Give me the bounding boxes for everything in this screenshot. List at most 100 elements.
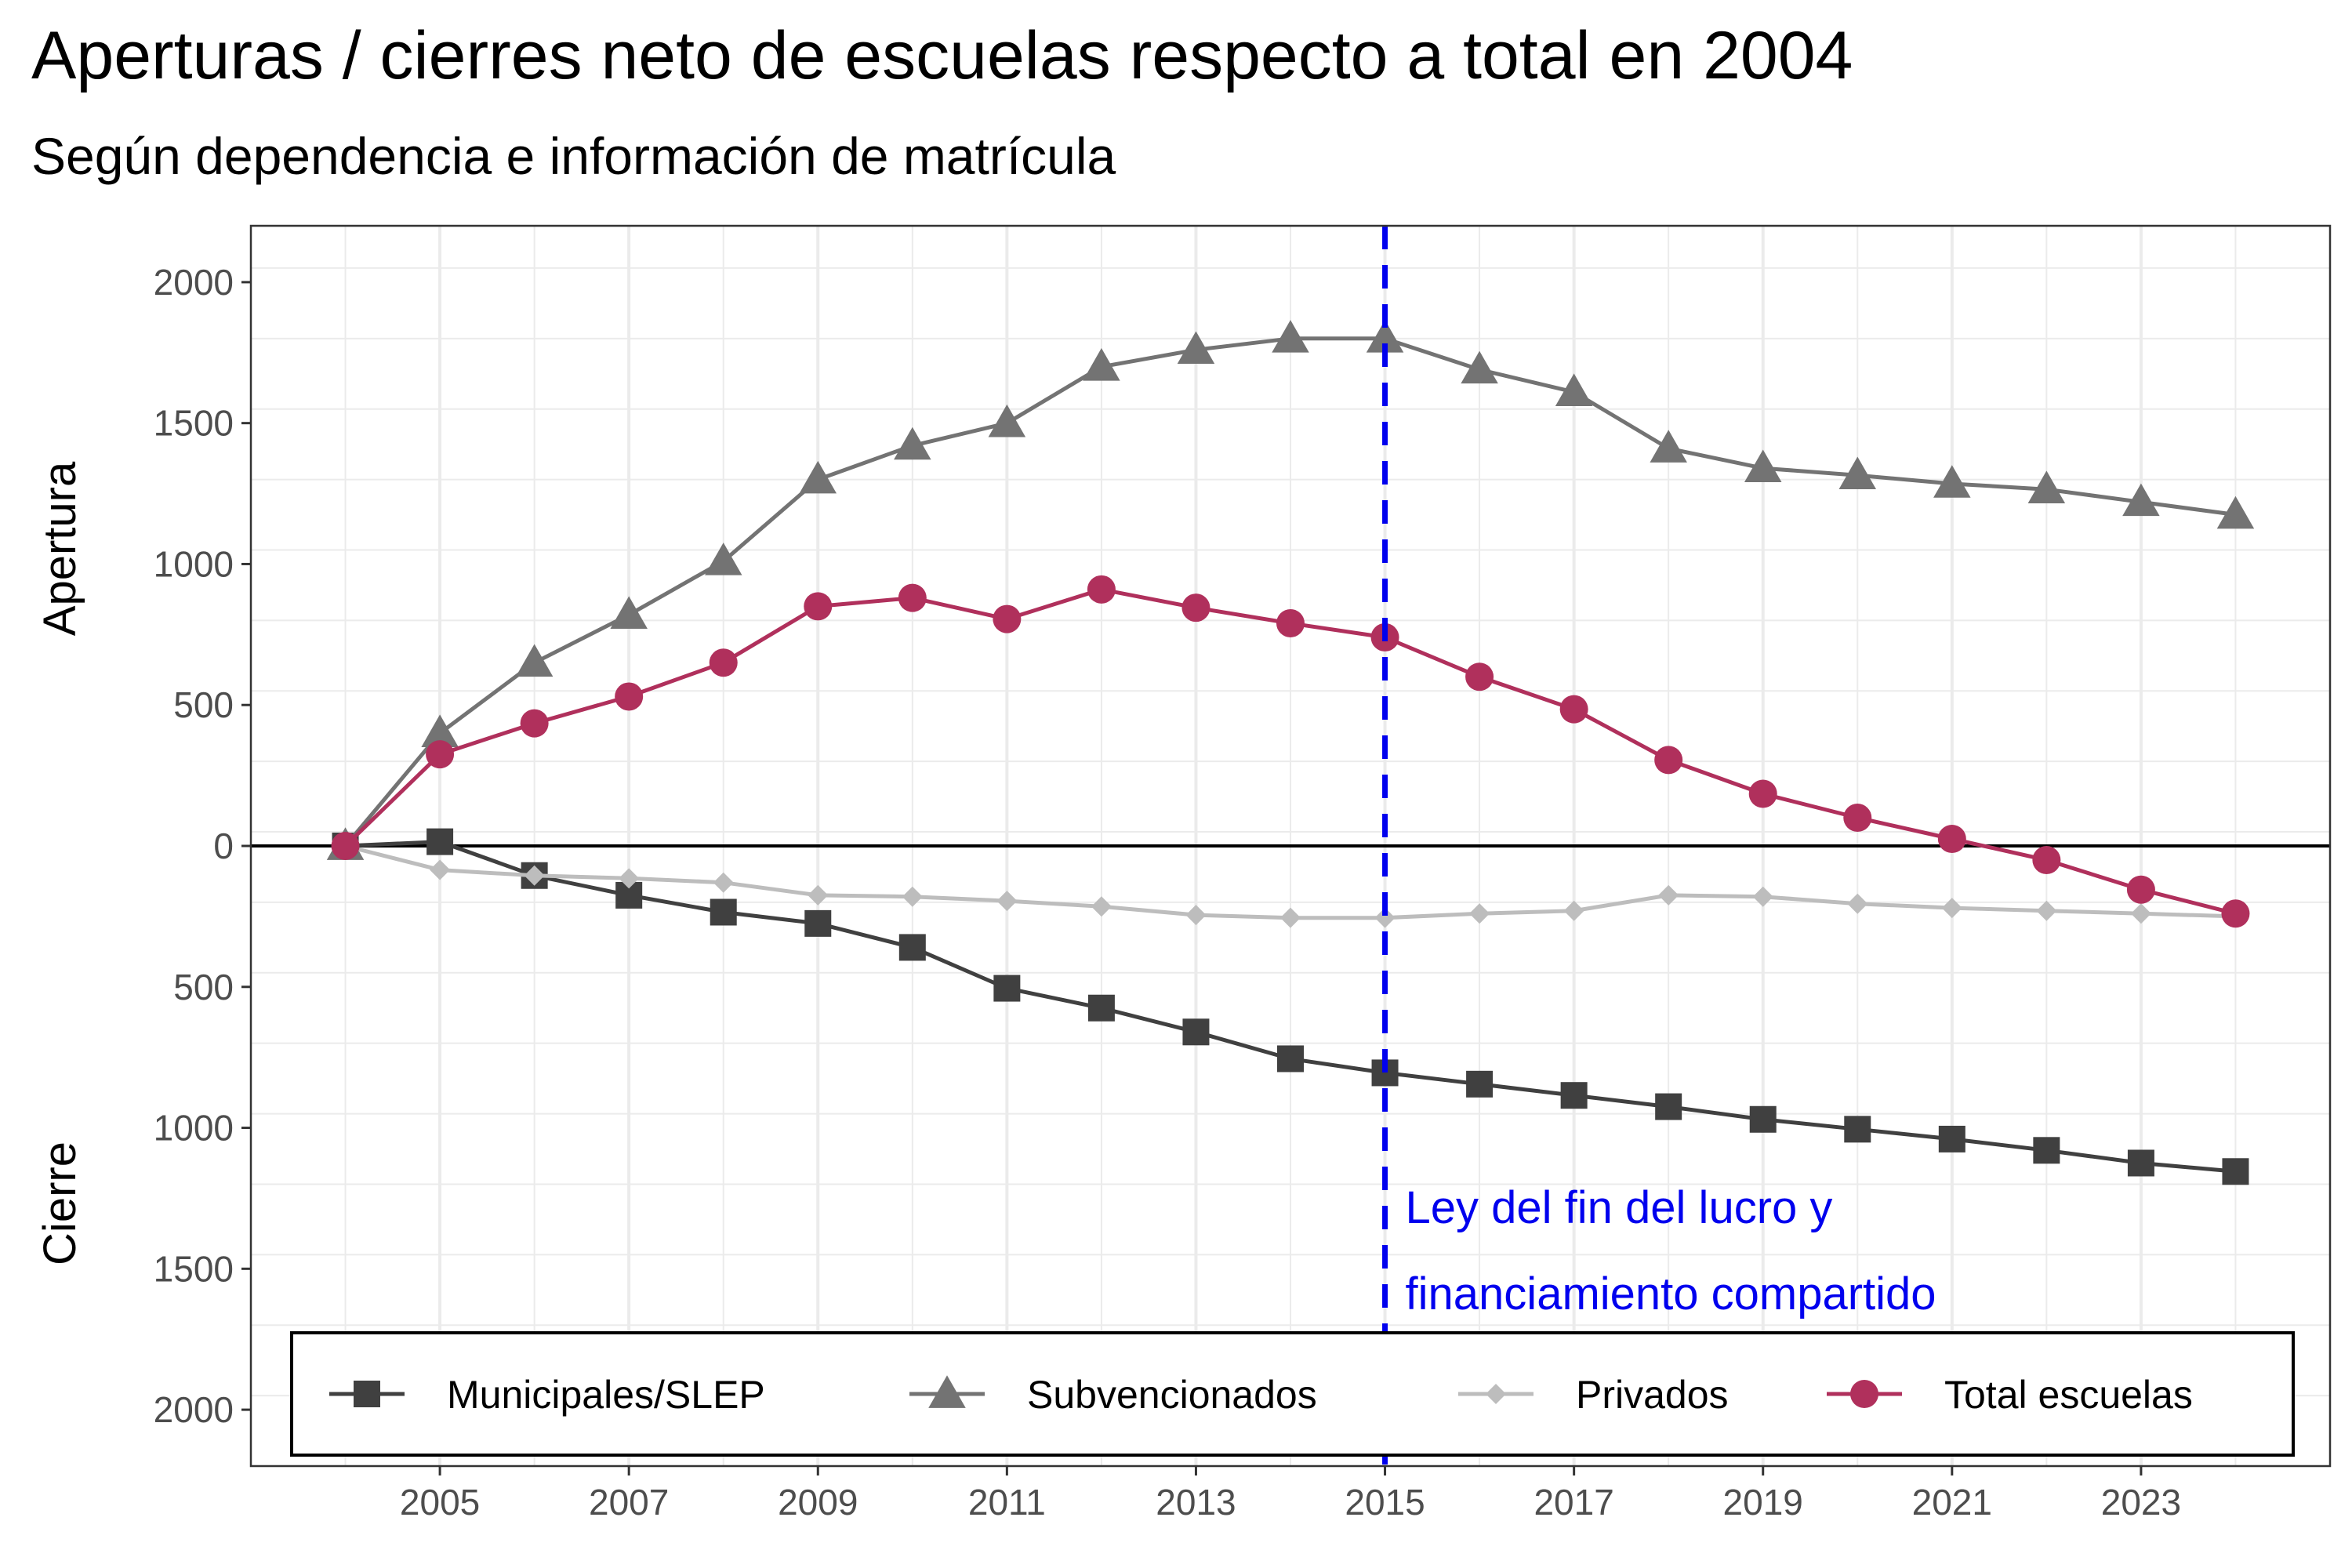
- data-point: [2036, 900, 2057, 921]
- data-point: [331, 832, 360, 860]
- data-point: [1559, 695, 1588, 724]
- data-point: [1177, 331, 1215, 365]
- data-point: [1465, 662, 1494, 691]
- x-tick-label: 2017: [1534, 1482, 1613, 1523]
- y-tick-label: 500: [173, 684, 234, 725]
- y-tick-label: 2000: [154, 1389, 234, 1430]
- x-tick-label: 2011: [968, 1482, 1046, 1523]
- x-tick-label: 2005: [400, 1482, 480, 1523]
- y-tick-label: 0: [213, 826, 234, 866]
- data-point: [426, 828, 454, 855]
- data-point: [799, 460, 837, 494]
- data-point: [1933, 465, 1971, 498]
- axes: 2000 1500 1000 500 0 500 1000 1500 2000 2005 2007 2…: [154, 262, 2181, 1523]
- data-point: [515, 644, 554, 677]
- data-point: [619, 868, 640, 889]
- data-point: [1658, 884, 1679, 906]
- data-point: [1087, 575, 1116, 604]
- data-point: [1847, 893, 1868, 914]
- data-point: [2222, 1158, 2249, 1185]
- legend-label: Subvencionados: [1027, 1373, 1317, 1417]
- data-point: [898, 934, 926, 961]
- data-point: [2126, 875, 2155, 904]
- data-point: [2033, 1137, 2060, 1164]
- legend-item-municipales-slep: Municipales/SLEP: [329, 1373, 765, 1417]
- legend-key-marker: [1486, 1384, 1506, 1404]
- data-point: [2221, 899, 2250, 928]
- data-point: [988, 404, 1026, 437]
- legend: Municipales/SLEP Subvencionados Privados To…: [290, 1331, 2295, 1457]
- law-annotation-text: Ley del fin del lucro y: [1406, 1182, 1833, 1233]
- data-point: [704, 543, 742, 575]
- data-point: [1469, 903, 1490, 924]
- x-tick-label: 2013: [1156, 1482, 1236, 1523]
- data-point: [709, 648, 738, 677]
- data-point: [1087, 994, 1115, 1022]
- y-tick-label: 500: [173, 967, 234, 1007]
- data-point: [1938, 1125, 1965, 1152]
- data-point: [902, 886, 923, 907]
- data-point: [1272, 320, 1309, 353]
- x-tick-label: 2023: [2101, 1482, 2181, 1523]
- data-point: [1276, 608, 1305, 637]
- law-annotation-text: financiamiento compartido: [1406, 1269, 1936, 1319]
- data-point: [710, 898, 737, 926]
- data-point: [1560, 1082, 1588, 1109]
- data-point: [1654, 746, 1683, 775]
- data-point: [804, 909, 832, 937]
- annotation-layer: Ley del fin del lucro y financiamiento co…: [1382, 226, 1936, 1466]
- data-point: [996, 891, 1018, 912]
- data-point: [1091, 896, 1112, 917]
- x-tick-label: 2019: [1723, 1482, 1803, 1523]
- data-point: [804, 592, 833, 621]
- data-point: [421, 714, 459, 747]
- data-point: [1748, 779, 1777, 808]
- data-point: [524, 865, 545, 886]
- data-point: [1749, 1105, 1777, 1133]
- data-point: [1461, 350, 1498, 384]
- data-point: [898, 583, 927, 612]
- data-point: [615, 682, 644, 711]
- chart-subtitle: Según dependencia e información de matrí…: [31, 127, 1116, 185]
- x-tick-label: 2015: [1345, 1482, 1425, 1523]
- data-point: [1466, 1070, 1494, 1098]
- data-point: [1752, 886, 1773, 907]
- y-axis-title-top: Apertura: [34, 461, 85, 636]
- data-point: [1366, 320, 1404, 353]
- series-privados: [335, 836, 2246, 928]
- data-point: [2122, 483, 2160, 517]
- series-layer: [326, 320, 2255, 1185]
- data-point: [2127, 1149, 2154, 1177]
- data-point: [993, 604, 1022, 633]
- legend-key-marker: [354, 1381, 380, 1407]
- series-total-escuelas: [331, 575, 2250, 928]
- legend-box: [290, 1331, 2295, 1457]
- legend-label: Total escuelas: [1944, 1373, 2193, 1417]
- data-point: [1650, 430, 1687, 463]
- legend-key-marker: [1850, 1380, 1878, 1408]
- data-point: [808, 884, 829, 906]
- legend-label: Municipales/SLEP: [447, 1373, 765, 1417]
- data-point: [713, 872, 734, 893]
- legend-item-subvencionados: Subvencionados: [909, 1373, 1317, 1417]
- data-point: [426, 740, 455, 769]
- data-point: [2130, 903, 2151, 924]
- y-tick-label: 1500: [154, 1248, 234, 1289]
- legend-item-total-escuelas: Total escuelas: [1827, 1373, 2193, 1417]
- data-point: [1744, 449, 1782, 483]
- data-point: [1374, 907, 1396, 928]
- data-point: [1941, 898, 1962, 919]
- data-point: [610, 596, 648, 629]
- legend-item-privados: Privados: [1458, 1373, 1729, 1417]
- data-point: [2027, 470, 2066, 503]
- data-point: [993, 975, 1021, 1002]
- data-point: [1185, 905, 1207, 926]
- data-point: [1083, 348, 1120, 381]
- x-tick-label: 2007: [589, 1482, 669, 1523]
- data-point: [1181, 593, 1210, 622]
- chart-title: Aperturas / cierres neto de escuelas res…: [31, 18, 1853, 93]
- data-point: [430, 859, 451, 880]
- data-point: [2216, 495, 2255, 529]
- data-point: [1844, 1116, 1871, 1143]
